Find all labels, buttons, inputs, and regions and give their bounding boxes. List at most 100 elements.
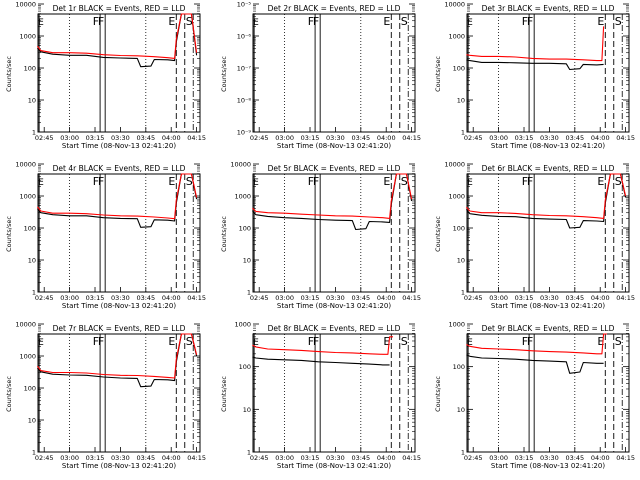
y-tick-label: 1 xyxy=(461,449,465,457)
x-tick-label: 03:30 xyxy=(111,294,130,302)
y-tick-label: 100 xyxy=(24,385,36,393)
x-tick-label: 04:00 xyxy=(377,454,396,462)
x-tick-label: 02:45 xyxy=(35,454,54,462)
x-tick-label: 02:45 xyxy=(35,134,54,142)
event-marker-label: S xyxy=(401,335,408,348)
y-tick-label: 1000 xyxy=(19,33,36,41)
y-tick-label: 10⁻⁵ xyxy=(237,1,252,9)
chart-panel-5: Det 5r BLACK = Events, RED = LLD 1 10 100 10… xyxy=(220,161,421,311)
x-tick-label: 03:00 xyxy=(489,134,508,142)
x-tick-label: 03:15 xyxy=(301,134,320,142)
x-axis-title: Start Time (08-Nov-13 02:41:20) xyxy=(491,302,605,310)
y-tick-label: 1 xyxy=(247,449,251,457)
y-axis-title: Counts/sec xyxy=(5,376,13,412)
x-axis-title: Start Time (08-Nov-13 02:41:20) xyxy=(62,462,176,470)
event-marker-label: E xyxy=(253,178,259,188)
x-tick-label: 03:30 xyxy=(326,454,345,462)
x-tick-label: 04:00 xyxy=(162,454,181,462)
x-tick-label: 03:15 xyxy=(301,454,320,462)
y-axis-title: Counts/sec xyxy=(434,216,442,252)
y-tick-label: 10000 xyxy=(444,161,465,169)
x-tick-label: 03:15 xyxy=(515,134,534,142)
x-tick-label: 03:15 xyxy=(86,454,105,462)
chart-title: Det 8r BLACK = Events, RED = LLD xyxy=(268,324,401,333)
event-marker-label: E xyxy=(597,175,604,188)
event-marker-label: E xyxy=(383,335,390,348)
chart-panel-9: Det 9r BLACK = Events, RED = LLD 1 10 100 10… xyxy=(434,321,635,471)
x-tick-label: 02:45 xyxy=(35,294,54,302)
series-line-lld xyxy=(466,26,605,62)
y-tick-label: 1 xyxy=(32,129,36,137)
x-tick-label: 04:00 xyxy=(591,294,610,302)
event-marker-label: E xyxy=(253,338,259,348)
event-marker-label: S xyxy=(615,335,622,348)
x-tick-label: 04:15 xyxy=(402,134,421,142)
event-marker-label: F xyxy=(522,15,528,28)
plot-frame xyxy=(466,333,630,453)
chart-title: Det 2r BLACK = Events, RED = LLD xyxy=(268,4,401,13)
event-marker-label: E xyxy=(383,15,390,28)
series-line-events xyxy=(466,59,604,71)
y-tick-label: 10000 xyxy=(230,161,251,169)
chart-panel-8: Det 8r BLACK = Events, RED = LLD 1 10 100 10… xyxy=(220,321,421,471)
x-axis-title: Start Time (08-Nov-13 02:41:20) xyxy=(277,462,391,470)
y-tick-label: 1 xyxy=(461,129,465,137)
plot-frame xyxy=(466,13,630,133)
x-tick-label: 03:30 xyxy=(540,454,559,462)
event-marker-label: E xyxy=(467,18,473,28)
y-tick-label: 10000 xyxy=(15,1,36,9)
plot-frame xyxy=(37,13,201,133)
y-tick-label: 10 xyxy=(457,257,465,265)
event-marker-label: S xyxy=(615,15,622,28)
x-tick-label: 02:45 xyxy=(464,134,483,142)
x-axis-title: Start Time (08-Nov-13 02:41:20) xyxy=(62,142,176,150)
y-tick-label: 1 xyxy=(461,289,465,297)
event-marker-label: F xyxy=(527,335,533,348)
series-line-lld xyxy=(36,13,198,59)
y-tick-label: 100 xyxy=(453,65,465,73)
y-tick-label: 10 xyxy=(457,97,465,105)
y-tick-label: 1000 xyxy=(234,193,251,201)
y-tick-label: 100 xyxy=(453,363,465,371)
x-axis-title: Start Time (08-Nov-13 02:41:20) xyxy=(277,302,391,310)
x-tick-label: 03:00 xyxy=(275,294,294,302)
y-tick-label: 10 xyxy=(243,257,251,265)
event-marker-label: F xyxy=(308,175,314,188)
y-axis-title: Counts/sec xyxy=(220,376,228,412)
y-tick-label: 10000 xyxy=(444,1,465,9)
y-tick-label: 10 xyxy=(243,406,251,414)
event-marker-label: F xyxy=(313,15,319,28)
y-tick-label: 100 xyxy=(453,225,465,233)
chart-title: Det 7r BLACK = Events, RED = LLD xyxy=(53,324,186,333)
event-marker-label: E xyxy=(253,18,259,28)
x-tick-label: 03:00 xyxy=(489,454,508,462)
event-marker-label: S xyxy=(401,175,408,188)
x-tick-label: 03:30 xyxy=(326,134,345,142)
plot-frame xyxy=(252,173,416,293)
y-tick-label: 1000 xyxy=(234,321,251,329)
x-tick-label: 02:45 xyxy=(464,294,483,302)
series-line-lld xyxy=(466,333,607,355)
y-axis-title: Counts/sec xyxy=(434,56,442,92)
chart-panel-6: Det 6r BLACK = Events, RED = LLD 1 10 100 10… xyxy=(434,161,635,311)
event-marker-label: F xyxy=(313,175,319,188)
chart-panel-3: Det 3r BLACK = Events, RED = LLD 1 10 100 10… xyxy=(434,1,635,151)
x-tick-label: 02:45 xyxy=(250,294,269,302)
event-marker-label: F xyxy=(527,175,533,188)
series-line-events xyxy=(466,354,604,374)
series-line-lld xyxy=(36,173,198,220)
plot-frame xyxy=(252,333,416,453)
y-tick-label: 1 xyxy=(32,449,36,457)
event-marker-label: F xyxy=(93,15,99,28)
y-tick-label: 1 xyxy=(247,289,251,297)
y-tick-label: 1000 xyxy=(448,193,465,201)
x-tick-label: 03:45 xyxy=(136,454,155,462)
event-marker-label: F xyxy=(308,335,314,348)
event-marker-label: E xyxy=(38,18,44,28)
x-tick-label: 03:30 xyxy=(326,294,345,302)
y-axis-title: Counts/sec xyxy=(434,376,442,412)
plot-frame xyxy=(252,13,416,133)
y-tick-label: 100 xyxy=(24,225,36,233)
x-tick-label: 03:00 xyxy=(60,294,79,302)
